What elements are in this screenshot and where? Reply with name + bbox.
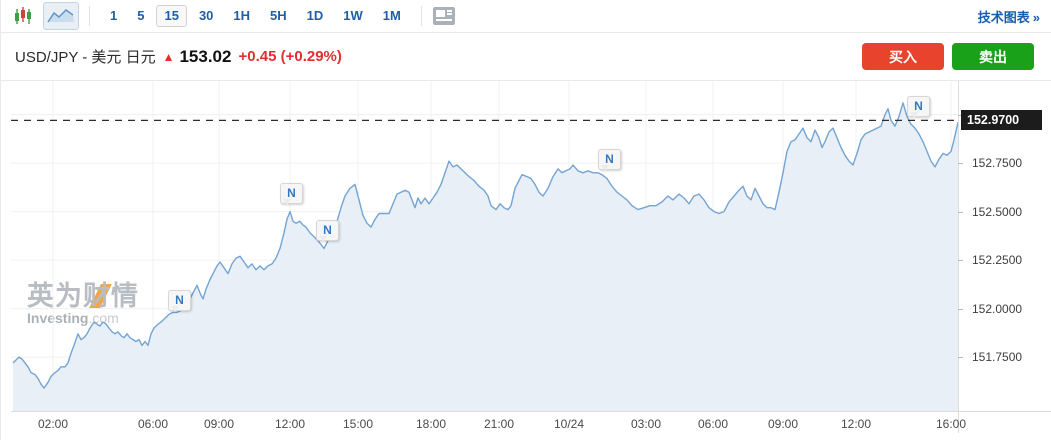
news-marker[interactable]: N <box>168 290 191 312</box>
timeframe-button-15m[interactable]: 15 <box>156 5 187 27</box>
x-axis-label: 12:00 <box>274 417 306 431</box>
technical-chart-label: 技术图表 <box>977 9 1030 25</box>
news-marker[interactable]: N <box>316 220 339 242</box>
x-axis-label: 18:00 <box>415 417 447 431</box>
y-axis-tickmark <box>958 163 963 164</box>
news-marker[interactable]: N <box>598 149 621 171</box>
toolbar-divider <box>89 6 90 26</box>
x-axis-label: 02:00 <box>37 417 69 431</box>
timeframe-button-1w[interactable]: 1W <box>343 8 363 23</box>
news-panel-icon[interactable] <box>432 6 456 26</box>
news-marker[interactable]: N <box>280 183 303 205</box>
up-arrow-icon: ▲ <box>162 49 175 64</box>
x-axis-label: 15:00 <box>342 417 374 431</box>
price-chart[interactable] <box>11 81 958 411</box>
timeframe-button-1h[interactable]: 1H <box>233 8 251 23</box>
x-axis-label: 12:00 <box>840 417 872 431</box>
y-axis-label: 152.2500 <box>972 253 1023 267</box>
toolbar-divider <box>420 6 422 26</box>
y-axis-label: 152.7500 <box>972 156 1023 170</box>
y-axis-tickmark <box>958 212 963 213</box>
chart-area: 英为财情 Investing.com 152.9700 153.0000152.… <box>1 81 1051 440</box>
price-change: +0.45 (+0.29%) <box>238 48 342 65</box>
timeframe-button-5m[interactable]: 5 <box>137 8 145 23</box>
news-marker[interactable]: N <box>907 96 930 118</box>
timeframe-button-5h[interactable]: 5H <box>270 8 287 23</box>
sell-button[interactable]: 卖出 <box>952 43 1034 70</box>
y-axis-label: 151.7500 <box>972 350 1023 364</box>
price-axis-divider <box>958 81 959 433</box>
x-axis-label: 03:00 <box>630 417 662 431</box>
y-axis-tickmark <box>958 309 963 310</box>
last-price: 153.02 <box>179 46 232 66</box>
area-chart-icon[interactable] <box>43 2 79 30</box>
y-axis-tickmark <box>958 115 963 116</box>
y-axis-label: 152.5000 <box>972 205 1023 219</box>
y-axis-tickmark <box>958 357 963 358</box>
investing-watermark: 英为财情 Investing.com <box>27 281 139 326</box>
time-axis-line <box>11 411 1051 412</box>
x-axis-label: 09:00 <box>767 417 799 431</box>
x-axis-label: 06:00 <box>697 417 729 431</box>
x-axis-label: 16:00 <box>935 417 967 431</box>
buy-button[interactable]: 买入 <box>862 43 944 70</box>
x-axis-label: 10/24 <box>553 417 585 431</box>
technical-chart-link[interactable]: 技术图表» <box>978 7 1040 26</box>
price-area-fill <box>13 102 958 411</box>
y-axis-tickmark <box>958 260 963 261</box>
y-axis-label: 152.0000 <box>972 302 1023 316</box>
watermark-en-text: Investing.com <box>27 310 119 326</box>
timeframe-button-1d[interactable]: 1D <box>306 8 324 23</box>
x-axis-label: 09:00 <box>203 417 235 431</box>
candlestick-chart-icon[interactable] <box>11 4 35 28</box>
chevron-right-icon: » <box>1032 9 1040 25</box>
price-line <box>12 102 958 389</box>
timeframe-button-1mo[interactable]: 1M <box>382 8 401 23</box>
x-axis-label: 06:00 <box>137 417 169 431</box>
chart-toolbar: 1 5 15 30 1H 5H 1D 1W 1M 技术图表» <box>1 0 1051 33</box>
watermark-cn-text: 英为财情 <box>27 281 139 311</box>
timeframe-button-1m[interactable]: 1 <box>110 8 118 23</box>
timeframe-button-30m[interactable]: 30 <box>198 8 214 23</box>
current-price-label: 152.9700 <box>961 110 1042 130</box>
x-axis-label: 21:00 <box>483 417 515 431</box>
quote-bar: USD/JPY - 美元 日元 ▲ 153.02 +0.45 (+0.29%) … <box>1 33 1051 81</box>
pair-title: USD/JPY - 美元 日元 <box>15 49 156 66</box>
